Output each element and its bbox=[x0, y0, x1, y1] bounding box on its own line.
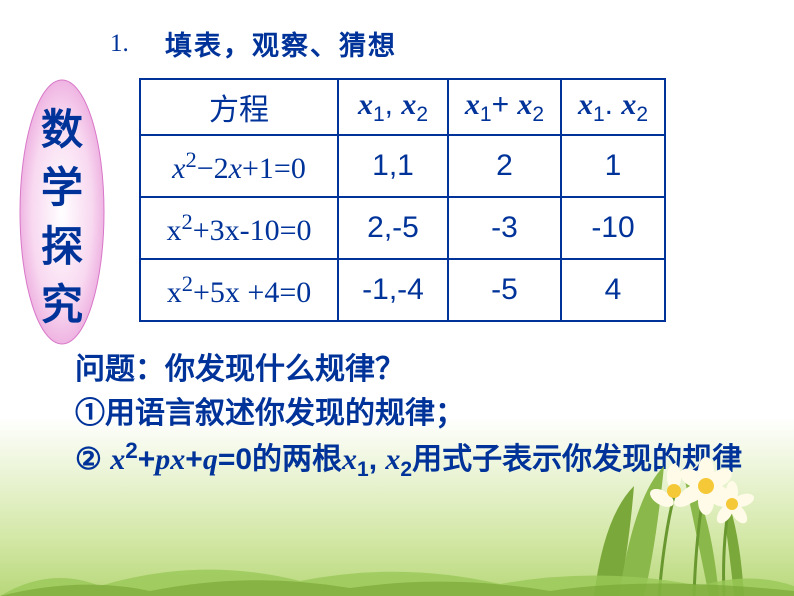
cell-roots: 1,1 bbox=[338, 135, 448, 197]
cell-sum: -5 bbox=[448, 259, 561, 321]
heading-text: 填表，观察、猜想 bbox=[165, 24, 397, 63]
header-sum: x1+ x2 bbox=[448, 79, 561, 135]
table-row: x2−2x+1=0 1,1 2 1 bbox=[140, 135, 665, 197]
cell-sum: 2 bbox=[448, 135, 561, 197]
header-equation: 方程 bbox=[140, 79, 338, 135]
header-product: x1. x2 bbox=[561, 79, 665, 135]
cell-equation: x2−2x+1=0 bbox=[140, 135, 338, 197]
cell-product: -10 bbox=[561, 197, 665, 259]
topic-badge: 数 学 探 究 bbox=[18, 78, 106, 346]
q2-roots: x1, x2 bbox=[342, 443, 412, 476]
cell-equation: x2+3x-10=0 bbox=[140, 197, 338, 259]
cell-sum: -3 bbox=[448, 197, 561, 259]
badge-char-4: 究 bbox=[41, 280, 83, 330]
badge-char-3: 探 bbox=[41, 222, 83, 272]
q2-pre: ② bbox=[75, 443, 110, 476]
equations-table: 方程 x1, x2 x1+ x2 x1. x2 x2−2x+1=0 1,1 2 … bbox=[139, 78, 666, 322]
question-intro: 问题：你发现什么规律？ bbox=[75, 348, 742, 392]
grass-decoration bbox=[0, 536, 794, 596]
cell-roots: -1,-4 bbox=[338, 259, 448, 321]
q2-eq: x2+px+q=0 bbox=[110, 443, 252, 476]
table-row: x2+3x-10=0 2,-5 -3 -10 bbox=[140, 197, 665, 259]
cell-product: 1 bbox=[561, 135, 665, 197]
cell-roots: 2,-5 bbox=[338, 197, 448, 259]
header-roots: x1, x2 bbox=[338, 79, 448, 135]
q2-mid: 的两根 bbox=[252, 443, 342, 476]
cell-equation: x2+5x +4=0 bbox=[140, 259, 338, 321]
badge-text: 数 学 探 究 bbox=[18, 105, 106, 331]
cell-product: 4 bbox=[561, 259, 665, 321]
badge-char-2: 学 bbox=[41, 163, 83, 213]
heading-number: 1. bbox=[110, 30, 129, 58]
badge-char-1: 数 bbox=[41, 105, 83, 155]
table-row: x2+5x +4=0 -1,-4 -5 4 bbox=[140, 259, 665, 321]
